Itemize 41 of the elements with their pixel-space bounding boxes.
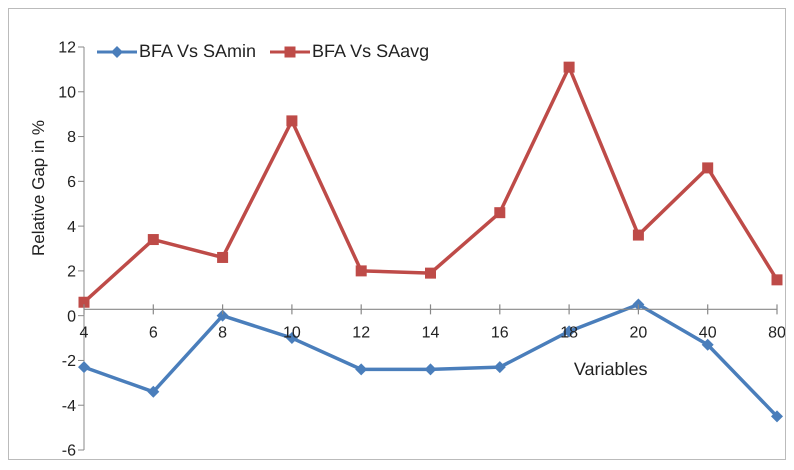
point <box>702 338 714 351</box>
point <box>425 268 436 279</box>
x-tick-label: 4 <box>80 324 89 342</box>
x-tick-label: 12 <box>352 324 370 342</box>
point <box>632 230 644 241</box>
x-tick-label: 14 <box>422 324 440 342</box>
point <box>772 274 782 286</box>
legend-label: BFA Vs SAmin <box>139 41 256 62</box>
y-tick-label: -4 <box>62 398 76 415</box>
y-tick-label: 4 <box>67 218 76 236</box>
x-tick-label: 20 <box>630 324 648 342</box>
point <box>216 310 229 322</box>
x-axis-title: Variables <box>572 359 649 380</box>
point <box>148 234 159 246</box>
point <box>78 361 90 374</box>
y-axis-title: Relative Gap in % <box>29 120 49 256</box>
y-tick-label: 2 <box>67 264 76 281</box>
point <box>424 363 436 376</box>
y-tick-label: 10 <box>58 84 76 102</box>
point <box>356 265 367 276</box>
y-tick-label: -6 <box>62 442 76 460</box>
x-tick-label: 40 <box>698 324 717 342</box>
point <box>494 207 506 218</box>
point <box>286 115 298 126</box>
y-tick-label: 6 <box>67 174 76 192</box>
point <box>78 296 90 308</box>
point <box>355 363 368 376</box>
y-tick-label: 12 <box>58 40 76 57</box>
point <box>771 410 783 422</box>
x-tick-label: 6 <box>148 324 158 342</box>
y-tick-label: 8 <box>67 129 76 146</box>
x-tick-label: 8 <box>218 324 228 342</box>
point <box>702 162 714 174</box>
x-tick-label: 16 <box>490 324 509 342</box>
legend-label: BFA Vs SAavg <box>312 41 430 62</box>
point <box>147 386 160 398</box>
y-tick-label: 0 <box>67 308 76 326</box>
y-tick-label: -2 <box>62 353 76 370</box>
point <box>217 252 228 263</box>
x-tick-label: 80 <box>768 324 786 342</box>
point <box>564 62 575 73</box>
